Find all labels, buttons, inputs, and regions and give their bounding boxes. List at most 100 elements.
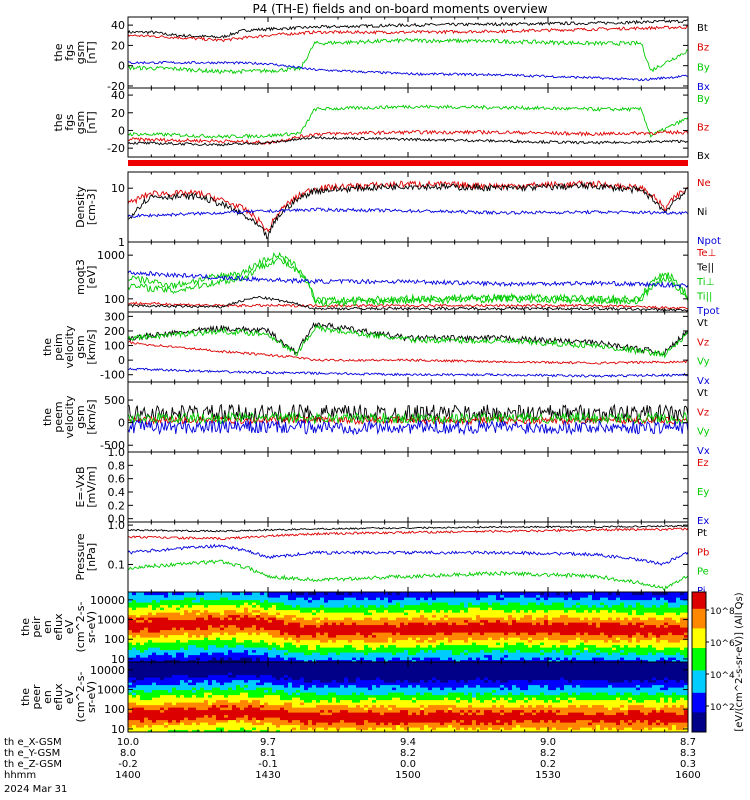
y-axis-label-2: the xyxy=(52,113,65,131)
x-tick-value: -0.2 xyxy=(118,759,138,770)
series-line-8-2 xyxy=(128,527,688,541)
legend-1-Bx: Bx xyxy=(697,82,710,93)
spectrogram xyxy=(128,662,688,732)
x-tick-value: 1500 xyxy=(395,770,420,781)
y-tick-label-2-2: 20 xyxy=(111,107,125,120)
series-line-8-4 xyxy=(128,543,688,566)
y-tick-label-7-2: 0.8 xyxy=(108,459,126,472)
y-axis-label-6: [km/s] xyxy=(85,399,98,434)
y-axis-label-6: the xyxy=(41,408,54,426)
y-tick-label-2-3: 0 xyxy=(118,124,125,137)
time-axis: th e_X-GSM 10.0 9.7 9.4 9.0 8.7 th e_Y-GSM 8.0 8… xyxy=(4,737,701,781)
series-line-5-2 xyxy=(128,341,688,365)
y-axis-label-6: peem xyxy=(52,401,65,432)
y-tick-label-7-3: 0.6 xyxy=(108,473,126,486)
x-tick-value: 8.1 xyxy=(260,748,276,759)
legend-1-Bz: Bz xyxy=(697,43,709,54)
y-tick-label-8-1: 1.0 xyxy=(108,519,126,532)
y-tick-label-7-1: 1.0 xyxy=(108,446,126,459)
x-tick-value: 8.7 xyxy=(680,737,696,748)
y-axis-label-10: the xyxy=(19,688,32,706)
y-axis-label-8: Pressure xyxy=(74,533,87,580)
colorbar-label: [eV/(cm^2-s-sr-eV)] (All Qs) xyxy=(734,592,745,731)
legend-1-Bt: Bt xyxy=(697,23,708,34)
panels-group: 40200-20thefgsgsm[nT]BtBzByBx40200-20the… xyxy=(19,16,721,736)
x-tick-value: 8.3 xyxy=(680,748,696,759)
legend-7-Ey: Ey xyxy=(697,487,709,498)
legend-2-By: By xyxy=(697,94,710,105)
series-line-4-1 xyxy=(128,301,688,310)
legend-2-Bx: Bx xyxy=(697,151,710,162)
y-axis-label-3: Density xyxy=(74,186,87,228)
y-tick-label-10-3: 100 xyxy=(104,703,125,716)
y-axis-label-7: E=-VxB xyxy=(74,466,87,507)
y-tick-label-9-3: 100 xyxy=(104,633,125,646)
y-axis-label-2: gsm xyxy=(74,111,87,134)
y-axis-label-5: [km/s] xyxy=(85,329,98,364)
x-tick-value: 10.0 xyxy=(117,737,139,748)
legend-8-Pb: Pb xyxy=(697,547,709,558)
y-tick-label-10-1: 10000 xyxy=(90,664,125,677)
y-tick-label-2-1: 40 xyxy=(111,89,125,102)
y-tick-label-5-1: 300 xyxy=(104,310,125,323)
legend-6-Vz: Vz xyxy=(697,407,709,418)
series-line-5-1 xyxy=(128,321,688,356)
y-tick-label-9-2: 1000 xyxy=(97,614,125,627)
series-line-6-4 xyxy=(128,419,688,436)
legend-4-Te||: Te|| xyxy=(696,263,714,274)
legend-8-Pe: Pe xyxy=(697,567,709,578)
y-tick-label-2-4: -20 xyxy=(107,142,125,155)
series-line-4-4 xyxy=(128,257,688,308)
y-tick-label-5-3: 100 xyxy=(104,340,125,353)
y-tick-label-7-5: 0.2 xyxy=(108,499,126,512)
y-axis-label-10: sr-eV) xyxy=(85,681,98,713)
colorbar-tick-label: 10^8 xyxy=(710,607,735,617)
colorbar-tick-label: 10^6 xyxy=(710,639,735,649)
y-axis-label-9: en xyxy=(41,620,54,634)
y-axis-label-5: peim xyxy=(52,333,65,361)
x-row-label: th e_X-GSM xyxy=(4,737,62,748)
y-tick-label-9-4: 10 xyxy=(111,653,125,666)
y-axis-label-3: [cm-3] xyxy=(85,189,98,225)
y-axis-label-1: fgs xyxy=(63,44,76,61)
y-tick-label-3-2: 1 xyxy=(118,236,125,249)
y-axis-label-1: the xyxy=(52,43,65,61)
x-tick-value: 1530 xyxy=(535,770,560,781)
legend-4-Ti⊥: Ti⊥ xyxy=(696,277,714,288)
y-axis-label-4: [eV] xyxy=(85,266,98,289)
y-axis-label-2: [nT] xyxy=(85,111,98,133)
x-tick-value: 8.2 xyxy=(540,748,556,759)
panel-10: 10000 1000 100 10 thepeerenefluxeV(cm^2-s-sr… xyxy=(19,661,689,736)
series-line-1-4 xyxy=(128,61,688,82)
series-line-1-2 xyxy=(128,25,688,43)
y-axis-label-5: velocity xyxy=(63,325,76,368)
y-tick-label-7-6: 0.0 xyxy=(108,513,126,526)
x-tick-value: 1600 xyxy=(675,770,700,781)
series-line-8-1 xyxy=(128,524,688,533)
colorbar-tick-label: 10^4 xyxy=(710,671,735,681)
y-axis-label-8: [nPa] xyxy=(85,543,98,571)
legend-1-By: By xyxy=(697,62,710,73)
series-line-6-2 xyxy=(128,415,688,426)
y-tick-label-4-1: 1000 xyxy=(97,249,125,262)
series-line-8-3 xyxy=(128,559,688,590)
y-tick-label-3-1: 10 xyxy=(111,182,125,195)
x-row-label: th e_Y-GSM xyxy=(4,748,60,759)
y-tick-label-8-2: 0.1 xyxy=(108,558,126,571)
panel-frame xyxy=(127,87,689,158)
colorbar-tick-label: 10^2 xyxy=(710,703,735,713)
y-tick-label-1-2: 20 xyxy=(111,39,125,52)
legend-5-Vy: Vy xyxy=(697,357,710,368)
x-tick-value: 1430 xyxy=(255,770,280,781)
legend-4-Tpot: Tpot xyxy=(696,306,720,317)
y-tick-label-6-2: 0 xyxy=(118,417,125,430)
y-axis-label-1: [nT] xyxy=(85,41,98,63)
panel-4: 1000 100 moqt3[eV] Te⊥ Te|| Ti⊥ Ti|| Tpot xyxy=(74,241,720,317)
x-tick-value: 8.0 xyxy=(120,748,136,759)
series-line-6-3 xyxy=(128,411,688,425)
x-tick-value: 1400 xyxy=(115,770,140,781)
